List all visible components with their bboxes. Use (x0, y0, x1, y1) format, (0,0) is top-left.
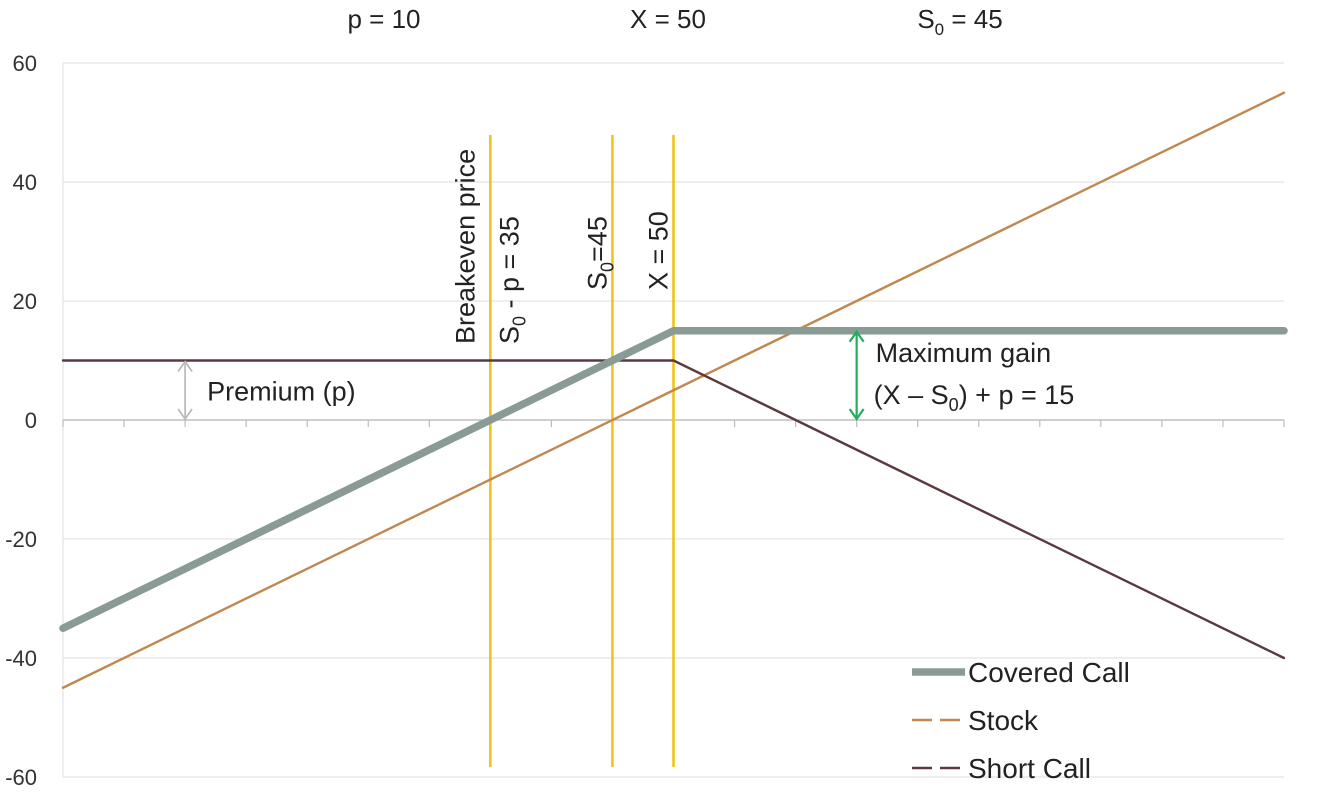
y-tick-0: 0 (25, 408, 37, 433)
breakeven-value-label: S0 - p = 35 (494, 216, 529, 344)
spot-line-label: S0=45 (582, 216, 617, 290)
series-stock (61, 91, 1286, 689)
max-gain-formula: (X – S0) + p = 15 (874, 380, 1075, 415)
series-short-call (61, 359, 1286, 660)
param-strike: X = 50 (630, 4, 706, 34)
max-gain-arrow-head-bottom (848, 408, 865, 421)
legend-label-2: Short Call (968, 753, 1091, 784)
parameter-header: p = 10 X = 50 S0 = 45 (347, 4, 1002, 39)
breakeven-label: Breakeven price (450, 149, 480, 344)
param-premium: p = 10 (347, 4, 420, 34)
max-gain-label: Maximum gain (876, 338, 1052, 368)
premium-label: Premium (p) (207, 376, 356, 406)
annotations: Premium (p) Maximum gain (X – S0) + p = 15 (177, 329, 1075, 421)
strike-line-label: X = 50 (644, 211, 674, 290)
premium-arrow-head-bottom (177, 408, 193, 421)
legend-label-1: Stock (968, 705, 1039, 736)
y-tick-60: 60 (13, 51, 37, 76)
series-covered-call (59, 327, 1288, 632)
legend-label-0: Covered Call (968, 657, 1130, 688)
y-tick--20: -20 (5, 527, 37, 552)
reference-lines: Breakeven price S0 - p = 35 S0=45 X = 50 (450, 135, 675, 767)
series-lines (59, 91, 1288, 689)
param-spot: S0 = 45 (917, 4, 1002, 39)
y-tick--40: -40 (5, 646, 37, 671)
y-tick-40: 40 (13, 170, 37, 195)
max-gain-arrow-head-top (848, 329, 865, 343)
legend: Covered Call Stock Short Call (912, 657, 1130, 784)
y-tick--60: -60 (5, 765, 37, 790)
y-tick-labels: -60 -40 -20 0 20 40 60 (5, 51, 37, 790)
y-tick-20: 20 (13, 289, 37, 314)
premium-arrow-head-top (177, 360, 193, 372)
